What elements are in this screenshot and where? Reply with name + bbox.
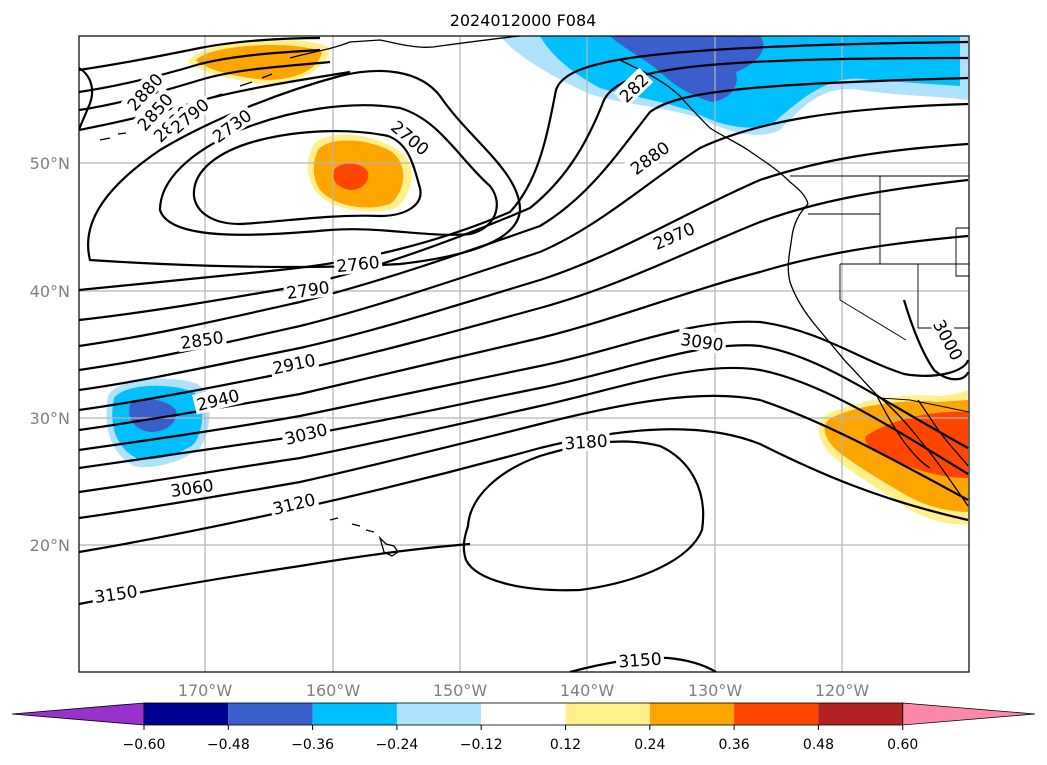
contour-line-3150-south — [569, 656, 717, 672]
contour-label: 3180 — [564, 432, 609, 455]
negative-anomaly-north-core — [610, 36, 764, 102]
us-mexico-border — [879, 397, 969, 413]
contour-label: 2760 — [336, 253, 381, 277]
alaska-coast — [289, 36, 521, 59]
contour-line-2910 — [79, 142, 969, 392]
map-background — [79, 36, 969, 672]
negative-anomaly-west-core — [129, 399, 177, 432]
contour-label: 3150 — [618, 650, 663, 673]
colorbar-segment — [144, 703, 229, 725]
colorbar-tick-label: 0.36 — [719, 737, 750, 753]
contour-line-3060 — [79, 366, 969, 494]
contour-line-3000-east-loop — [902, 299, 969, 381]
contour-line-2850-nw — [79, 48, 321, 94]
contour-line-2820 — [79, 56, 969, 322]
colorbar-extend-right — [902, 702, 1036, 726]
positive-anomaly-central-core — [332, 163, 369, 190]
contour-label-group-15: 3150 — [90, 579, 142, 608]
colorbar-segment — [481, 703, 566, 725]
colorbar-tick-label: −0.24 — [375, 737, 418, 753]
lon-label-140w: 140°W — [560, 681, 615, 700]
height-contours — [79, 36, 969, 672]
lon-label-150w: 150°W — [433, 681, 488, 700]
contour-line-3120 — [79, 428, 969, 554]
lon-label-170w: 170°W — [178, 681, 233, 700]
contour-line-2970 — [79, 234, 969, 432]
lat-label-50n: 50°N — [30, 154, 70, 173]
positive-anomaly-nw-core — [196, 45, 322, 80]
contour-line-2880-nw — [79, 36, 321, 72]
us-west-coast — [787, 203, 969, 507]
colorbar-tick-label: 0.48 — [803, 737, 834, 753]
state-borders — [808, 176, 969, 341]
map-panel: 2880 2850 2820 2790 2730 — [78, 35, 970, 673]
lat-label-20n: 20°N — [30, 536, 70, 555]
contour-line-2700 — [192, 129, 422, 226]
colorbar-segment — [396, 703, 482, 725]
contour-line-2940 — [79, 178, 969, 412]
contour-line-3030 — [79, 344, 969, 470]
contour-line-3000 — [79, 320, 969, 452]
contour-label-group-16: 3180 — [561, 429, 611, 455]
colorbar-tick-label: −0.36 — [291, 737, 334, 753]
colorbar-frame — [143, 702, 904, 726]
colorbar-tick-label: 0.60 — [887, 737, 918, 753]
latitude-labels: 50°N 40°N 30°N 20°N — [30, 154, 70, 555]
lon-label-130w: 130°W — [688, 681, 743, 700]
colorbar-segment — [312, 703, 397, 725]
contour-line-2820-nw — [79, 60, 331, 112]
colorbar-tick-label: 0.12 — [550, 737, 581, 753]
colorbar-tick-label: 0.24 — [634, 737, 665, 753]
colorbar-tick-labels: −0.60 −0.48 −0.36 −0.24 −0.12 0.12 0.24 … — [123, 737, 919, 753]
contour-line-2850 — [79, 76, 969, 348]
contour-label-group-19: 2880 — [624, 134, 675, 180]
contour-line-2790-nw — [79, 70, 351, 132]
colorbar-segment — [228, 703, 313, 725]
lon-label-160w: 160°W — [306, 681, 361, 700]
contour-label-group-7: 2760 — [332, 250, 383, 277]
longitude-labels: 170°W 160°W 150°W 140°W 130°W 120°W — [178, 681, 870, 700]
contour-line-2880-west-loop — [79, 67, 94, 131]
contour-line-3180 — [462, 440, 705, 592]
colorbar-segment — [565, 703, 650, 725]
baja-coast — [875, 393, 969, 469]
figure-title: 2024012000 F084 — [450, 11, 597, 30]
contour-label-group-22: 3150 — [615, 647, 665, 673]
colorbar-tick-label: −0.48 — [207, 737, 250, 753]
lat-label-40n: 40°N — [30, 282, 70, 301]
colorbar-ticks — [143, 725, 904, 730]
contour-line-2790 — [79, 40, 969, 292]
contour-line-3090 — [79, 394, 969, 520]
lat-label-30n: 30°N — [30, 409, 70, 428]
colorbar-segment — [649, 703, 735, 725]
lon-label-120w: 120°W — [815, 681, 870, 700]
contour-line-3150-north — [79, 542, 471, 606]
map-frame — [78, 35, 970, 673]
colorbar-tick-label: −0.60 — [123, 737, 166, 753]
colorbar-segment — [734, 703, 819, 725]
hawaii-islands — [329, 517, 399, 557]
colorbar-segment — [818, 703, 903, 725]
colorbar: −0.60 −0.48 −0.36 −0.24 −0.12 0.12 0.24 … — [11, 702, 1036, 753]
colorbar-extend-left — [11, 702, 145, 726]
colorbar-tick-label: −0.12 — [460, 737, 503, 753]
